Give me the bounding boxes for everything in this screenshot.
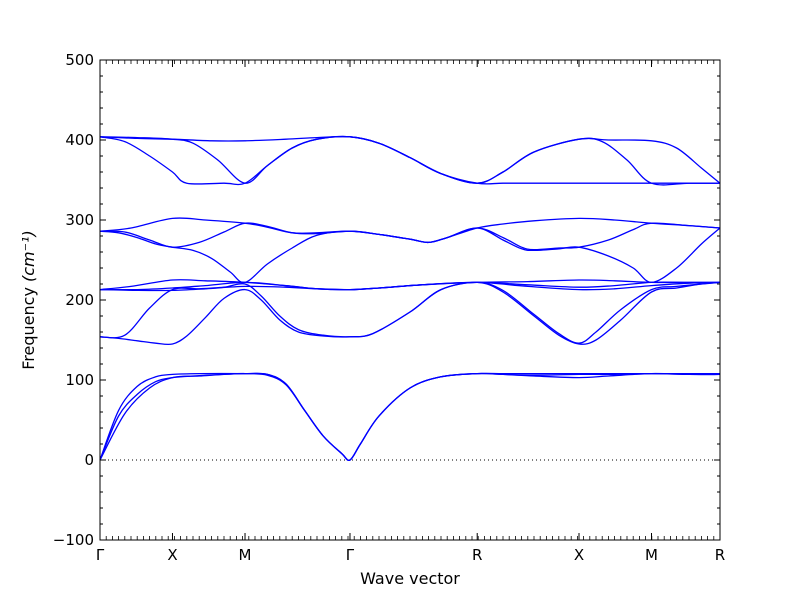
y-tick-label: 400: [65, 131, 94, 149]
band-line-3: [99, 372, 720, 461]
x-tick-label: X: [167, 546, 177, 564]
x-tick-label: X: [574, 546, 584, 564]
y-tick-label: 100: [65, 371, 94, 389]
y-tick-label: 500: [65, 51, 94, 69]
y-tick-label: −100: [53, 531, 94, 549]
y-axis-label: Frequency (cm⁻¹): [19, 230, 38, 369]
x-tick-label: Γ: [96, 546, 105, 564]
x-tick-label: Γ: [346, 546, 355, 564]
x-tick-label: M: [239, 546, 252, 564]
band-line-11: [99, 217, 721, 244]
x-tick-label: R: [715, 546, 725, 564]
y-tick-label: 200: [65, 291, 94, 309]
x-tick-label: M: [645, 546, 658, 564]
x-axis-label: Wave vector: [360, 569, 460, 588]
ticks-layer: −100 0 100 200 300 400 500 Γ X M Γ R X M R: [53, 51, 725, 564]
series-layer: [99, 135, 721, 461]
x-tick-label: R: [472, 546, 482, 564]
plot-frame: [99, 59, 721, 541]
band-line-14: [99, 135, 720, 185]
y-axis-label-text: Frequency: [19, 287, 38, 370]
y-tick-label: 0: [84, 451, 94, 469]
band-line-8: [99, 281, 721, 292]
y-axis-label-unit: (cm⁻¹): [19, 230, 38, 282]
y-tick-label: 300: [65, 211, 94, 229]
